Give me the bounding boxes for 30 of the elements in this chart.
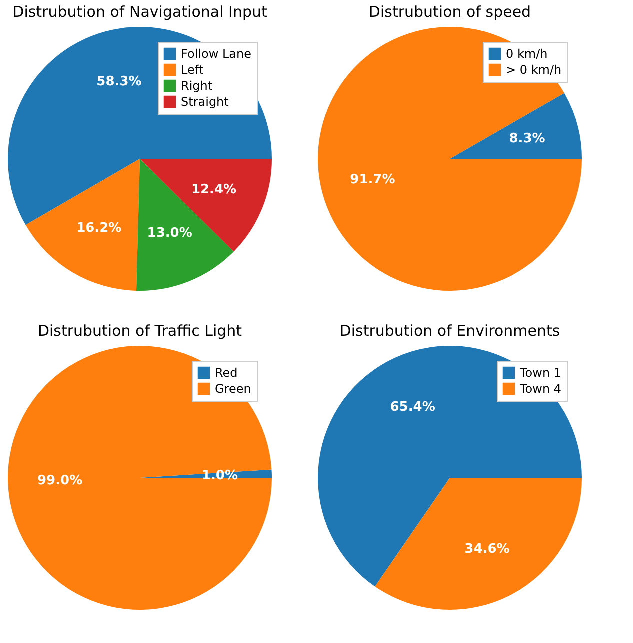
data-label: 65.4%: [390, 400, 436, 416]
chart-title: Distrubution of Environments: [340, 322, 560, 340]
legend-label: Left: [181, 63, 204, 77]
legend-label: Right: [181, 79, 213, 93]
legend-label: > 0 km/h: [506, 63, 562, 77]
data-label: 99.0%: [37, 474, 83, 489]
legend-label: Town 1: [519, 366, 562, 380]
data-label: 16.2%: [76, 220, 122, 236]
pie-slice: [8, 346, 272, 610]
chart-title: Distrubution of speed: [368, 3, 532, 21]
data-label: 58.3%: [96, 74, 142, 90]
pie-slice: [450, 93, 582, 159]
legend-label: 0 km/h: [506, 47, 548, 61]
legend-label: Red: [215, 366, 238, 380]
legend-label: Follow Lane: [181, 47, 252, 61]
legend-label: Straight: [181, 95, 230, 109]
chart-title: Distrubution of Traffic Light: [38, 322, 242, 340]
legend-label: Town 4: [519, 382, 562, 396]
pie-slice: [26, 159, 140, 291]
legend-label: Green: [215, 382, 252, 396]
chart-title: Distrubution of Navigational Input: [12, 3, 268, 21]
pie-slice: [375, 478, 582, 610]
data-label: 12.4%: [191, 182, 237, 198]
data-label: 13.0%: [147, 226, 192, 242]
data-label: 34.6%: [464, 542, 510, 557]
data-label: 91.7%: [350, 172, 396, 188]
pie-slice: [140, 159, 272, 252]
pie-slice: [318, 27, 582, 291]
data-label: 8.3%: [509, 131, 546, 146]
pie-slice: [318, 346, 582, 587]
